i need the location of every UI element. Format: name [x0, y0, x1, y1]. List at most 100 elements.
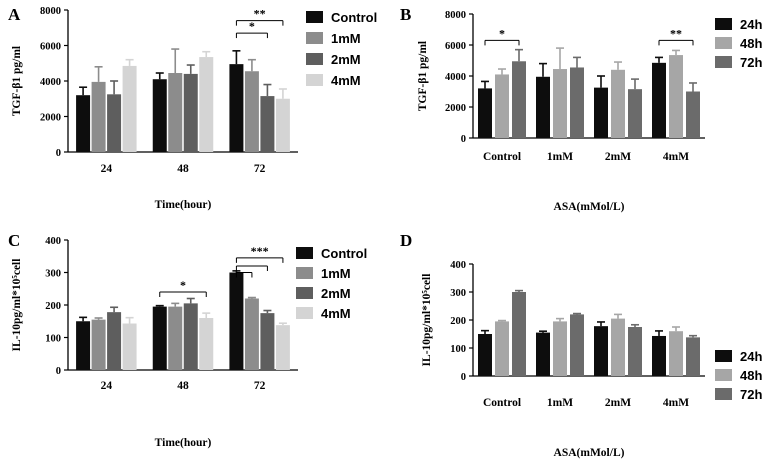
y-tick-label: 0 — [461, 134, 466, 145]
bar-48h-1mM — [553, 321, 567, 376]
bar-Control-48 — [152, 306, 167, 370]
y-tick-label: 300 — [45, 269, 61, 280]
legend-swatch-Control — [296, 247, 313, 259]
legend-swatch-4mM — [306, 74, 323, 86]
bar-Control-24 — [76, 321, 91, 370]
legend-label-Control: Control — [331, 10, 377, 25]
y-tick-label: 2000 — [40, 113, 61, 124]
bar-72h-Control — [512, 61, 526, 138]
bar-24h-4mM — [652, 62, 666, 139]
bar-4mM-24 — [122, 65, 137, 152]
x-tick-label: 2mM — [605, 151, 631, 163]
y-tick-label: 2000 — [445, 103, 466, 114]
panel-a: A 0 2000 4000 6000 8000 24 48 72 Time(hour) TGF-β… — [8, 5, 377, 211]
y-tick-label: 4000 — [445, 72, 466, 83]
y-axis-title: IL-10pg/ml*10⁵cell — [11, 259, 23, 352]
bar-24h-2mM — [594, 87, 608, 138]
y-tick-label: 400 — [450, 260, 466, 271]
significance-label: ** — [670, 26, 682, 40]
bar-4mM-24 — [122, 323, 137, 370]
legend-label-2mM: 2mM — [321, 286, 351, 301]
x-tick-label: 72 — [254, 163, 266, 175]
y-tick-label: 400 — [45, 236, 61, 247]
bar-48h-1mM — [553, 69, 567, 138]
x-tick-label: 1mM — [547, 151, 573, 163]
y-tick-label: 6000 — [40, 42, 61, 53]
x-tick-label: 72 — [254, 380, 266, 392]
x-tick-label: 1mM — [547, 397, 573, 409]
x-tick-label: Control — [483, 397, 521, 409]
y-axis-title: IL-10pg/ml*10⁵cell — [421, 274, 433, 367]
y-axis-title: TGF-β1 pg/ml — [417, 41, 429, 111]
legend-label-Control: Control — [321, 246, 367, 261]
bar-72h-4mM — [686, 91, 700, 138]
panel-label-b: B — [400, 5, 411, 24]
y-tick-label: 0 — [56, 148, 61, 159]
legend-label-24h: 24h — [740, 17, 762, 32]
bar-1mM-72 — [244, 298, 259, 370]
x-tick-label: 4mM — [663, 151, 689, 163]
bar-Control-72 — [229, 64, 244, 152]
legend-swatch-72h — [715, 56, 732, 68]
bar-24h-1mM — [536, 76, 550, 138]
bar-1mM-48 — [168, 73, 183, 152]
x-axis-title: Time(hour) — [155, 199, 212, 211]
bar-72h-4mM — [686, 337, 700, 376]
y-tick-label: 300 — [450, 288, 466, 299]
legend-label-1mM: 1mM — [331, 31, 361, 46]
x-tick-label: 48 — [177, 163, 189, 175]
legend-label-72h: 72h — [740, 387, 762, 402]
bar-72h-2mM — [628, 327, 642, 376]
x-tick-label: 4mM — [663, 397, 689, 409]
y-tick-label: 4000 — [40, 77, 61, 88]
legend-label-72h: 72h — [740, 55, 762, 70]
significance-label: * — [249, 19, 255, 33]
y-tick-label: 0 — [56, 366, 61, 377]
legend-swatch-2mM — [306, 53, 323, 65]
legend-swatch-24h — [715, 350, 732, 362]
bar-2mM-72 — [260, 313, 275, 370]
legend-label-48h: 48h — [740, 36, 762, 51]
y-tick-label: 8000 — [445, 10, 466, 21]
y-tick-label: 100 — [450, 344, 466, 355]
y-tick-label: 0 — [461, 372, 466, 383]
x-tick-label: 24 — [101, 380, 113, 392]
legend-swatch-48h — [715, 369, 732, 381]
bar-72h-Control — [512, 292, 526, 376]
bar-Control-72 — [229, 272, 244, 370]
y-tick-label: 6000 — [445, 41, 466, 52]
bar-48h-4mM — [669, 55, 683, 139]
panel-b: B 0 2000 4000 6000 8000 Control 1mM 2mM 4mM ASA(m… — [400, 5, 762, 213]
bar-24h-Control — [478, 88, 492, 138]
x-tick-label: Control — [483, 151, 521, 163]
significance-label: ** — [254, 7, 266, 21]
panel-label-c: C — [8, 231, 20, 250]
panel-label-a: A — [8, 5, 21, 24]
x-tick-label: 24 — [101, 163, 113, 175]
significance-label: * — [499, 26, 505, 40]
significance-label: * — [180, 278, 186, 292]
y-tick-label: 200 — [450, 316, 466, 327]
bar-48h-2mM — [611, 69, 625, 138]
legend-label-1mM: 1mM — [321, 266, 351, 281]
bar-4mM-48 — [199, 318, 214, 370]
y-tick-label: 200 — [45, 301, 61, 312]
x-axis-title: Time(hour) — [155, 437, 212, 449]
y-tick-label: 100 — [45, 334, 61, 345]
bar-72h-1mM — [570, 314, 584, 376]
panel-c: C 0 100 200 300 400 24 48 72 Time(hour) IL-10pg/m… — [8, 231, 367, 449]
x-tick-label: 2mM — [605, 397, 631, 409]
panel-label-d: D — [400, 231, 412, 250]
legend-label-48h: 48h — [740, 368, 762, 383]
x-axis-title: ASA(mMol/L) — [554, 447, 625, 459]
bar-24h-Control — [478, 334, 492, 376]
bar-24h-4mM — [652, 335, 666, 376]
legend-label-4mM: 4mM — [331, 73, 361, 88]
bar-2mM-24 — [107, 312, 122, 370]
bar-4mM-72 — [275, 325, 290, 370]
legend-swatch-72h — [715, 388, 732, 400]
bar-1mM-48 — [168, 306, 183, 370]
y-axis-title: TGF-β1 pg/ml — [11, 46, 23, 116]
legend-swatch-1mM — [306, 32, 323, 44]
bar-24h-2mM — [594, 326, 608, 376]
